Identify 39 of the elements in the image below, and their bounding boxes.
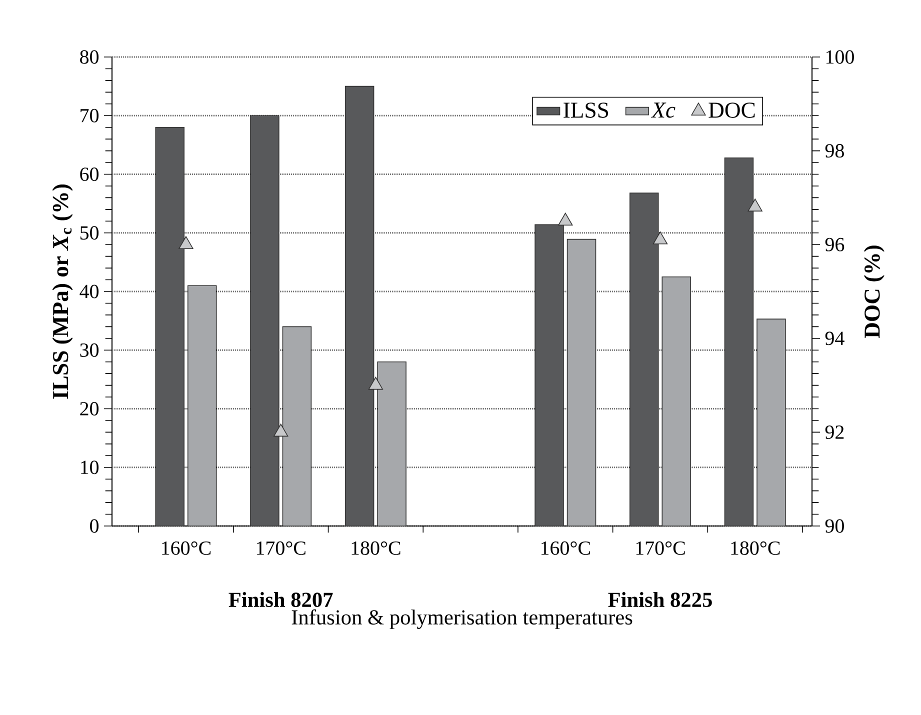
y2-axis-title: DOC (%)	[864, 246, 884, 338]
x-axis-title: Infusion & polymerisation temperatures	[292, 609, 632, 629]
y2-tick-label: 98	[825, 144, 844, 158]
text: Finish 8207	[228, 592, 333, 608]
y-tick-label: 80	[80, 50, 99, 64]
y-tick-label: 30	[80, 343, 99, 357]
point	[748, 198, 762, 212]
text: Finish 8225	[608, 592, 712, 608]
y-tick-label: 40	[80, 284, 99, 298]
point	[652, 232, 668, 244]
y2-tick-label: 90	[825, 519, 844, 533]
bar	[756, 318, 786, 526]
x-tick-label: 170°C	[636, 541, 685, 555]
y-tick-label: 60	[80, 168, 99, 181]
y2-tick-label: 100	[826, 50, 854, 64]
y-tick-label: 50	[80, 226, 99, 240]
y-tick-label: 10	[81, 460, 99, 474]
x-tick-label: 160°C	[162, 541, 211, 555]
y-axis-title: ILSS (MPa) or X$_{c}$ (%)	[52, 184, 73, 399]
y2-tick-label: 96	[825, 238, 844, 252]
y-tick-label: 70	[80, 108, 99, 122]
point	[178, 236, 194, 249]
bar	[662, 276, 691, 526]
point	[274, 424, 288, 437]
bar	[187, 285, 217, 526]
x-tick-label: 160°C	[541, 541, 590, 555]
x-tick-label: 170°C	[256, 541, 306, 555]
legend-label: Xc	[650, 102, 676, 118]
x-tick-label: 180°C	[352, 541, 400, 555]
legend-label: DOC	[708, 102, 755, 118]
y-tick-label: 0	[90, 519, 99, 533]
y2-tick-label: 92	[825, 425, 844, 439]
legend-label: ILSS	[564, 102, 608, 118]
y-tick-label: 20	[80, 402, 99, 416]
point	[368, 376, 384, 390]
x-tick-label: 180°C	[731, 541, 780, 555]
y2-tick-label: 94	[825, 332, 844, 346]
point	[558, 212, 573, 226]
bar	[566, 238, 596, 526]
